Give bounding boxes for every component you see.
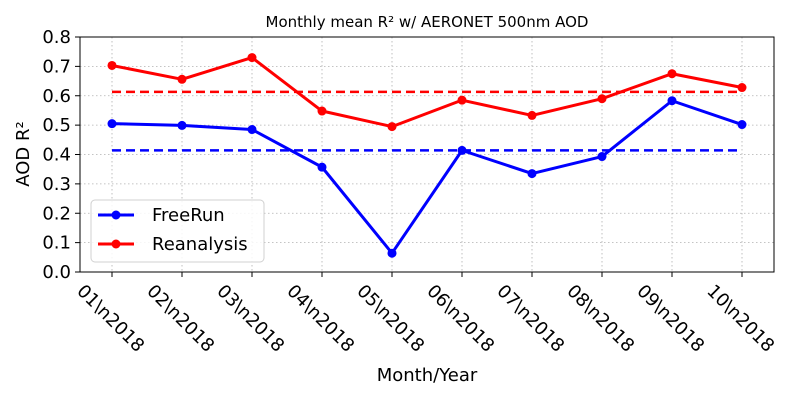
y-tick-label: 0.4 <box>42 145 71 166</box>
freerun-point <box>597 152 607 162</box>
legend: FreeRun Reanalysis <box>90 199 265 263</box>
legend-swatch-marker <box>111 239 121 249</box>
reanalysis-point <box>107 60 117 70</box>
x-tick-label: 03\n2018 <box>212 281 288 357</box>
chart-title: Monthly mean R² w/ AERONET 500nm AOD <box>266 13 589 31</box>
x-tick-label: 04\n2018 <box>282 281 358 357</box>
reanalysis-series-line <box>111 56 743 129</box>
freerun-point <box>107 119 117 129</box>
reanalysis-point <box>457 95 467 105</box>
y-tick-label: 0.8 <box>42 27 71 48</box>
freerun-point <box>177 120 187 130</box>
y-tick-label: 0.3 <box>42 174 71 195</box>
legend-swatch-marker <box>111 210 121 220</box>
x-tick-label: 10\n2018 <box>702 281 778 357</box>
legend-label: Reanalysis <box>152 234 248 255</box>
y-tick-label: 0.6 <box>42 86 71 107</box>
reanalysis-point <box>737 83 747 93</box>
series-group <box>107 53 747 258</box>
y-axis-label: AOD R² <box>13 121 34 186</box>
freerun-point <box>317 162 327 172</box>
y-axis: 0.0 0.1 0.2 0.3 0.4 0.5 0.6 0.7 0.8 <box>42 27 80 283</box>
y-tick-label: 0.2 <box>42 203 71 224</box>
y-tick-label: 0.1 <box>42 233 71 254</box>
freerun-point <box>457 145 467 155</box>
mean-lines <box>112 90 742 152</box>
x-tick-label: 07\n2018 <box>492 281 568 357</box>
freerun-point <box>737 120 747 130</box>
y-tick-label: 0.7 <box>42 56 71 77</box>
freerun-series-line <box>111 99 743 255</box>
reanalysis-point <box>597 94 607 104</box>
x-tick-label: 02\n2018 <box>142 281 218 357</box>
x-tick-label: 05\n2018 <box>352 281 428 357</box>
reanalysis-point <box>387 122 397 132</box>
x-tick-label: 01\n2018 <box>72 281 148 357</box>
reanalysis-point <box>247 53 257 63</box>
freerun-point <box>387 248 397 258</box>
x-tick-label: 08\n2018 <box>562 281 638 357</box>
x-axis-label: Month/Year <box>377 365 478 386</box>
y-tick-label: 0.0 <box>42 262 71 283</box>
legend-box <box>90 199 265 263</box>
freerun-point <box>527 169 537 179</box>
reanalysis-point <box>177 74 187 84</box>
freerun-point <box>247 125 257 135</box>
reanalysis-point <box>667 69 677 79</box>
reanalysis-point <box>527 110 537 120</box>
reanalysis-point <box>317 106 327 116</box>
x-axis: 01\n201802\n201803\n201804\n201805\n2018… <box>72 272 778 356</box>
freerun-point <box>667 96 677 106</box>
x-tick-label: 06\n2018 <box>422 281 498 357</box>
x-tick-label: 09\n2018 <box>632 281 708 357</box>
legend-label: FreeRun <box>152 205 225 226</box>
y-tick-label: 0.5 <box>42 115 71 136</box>
